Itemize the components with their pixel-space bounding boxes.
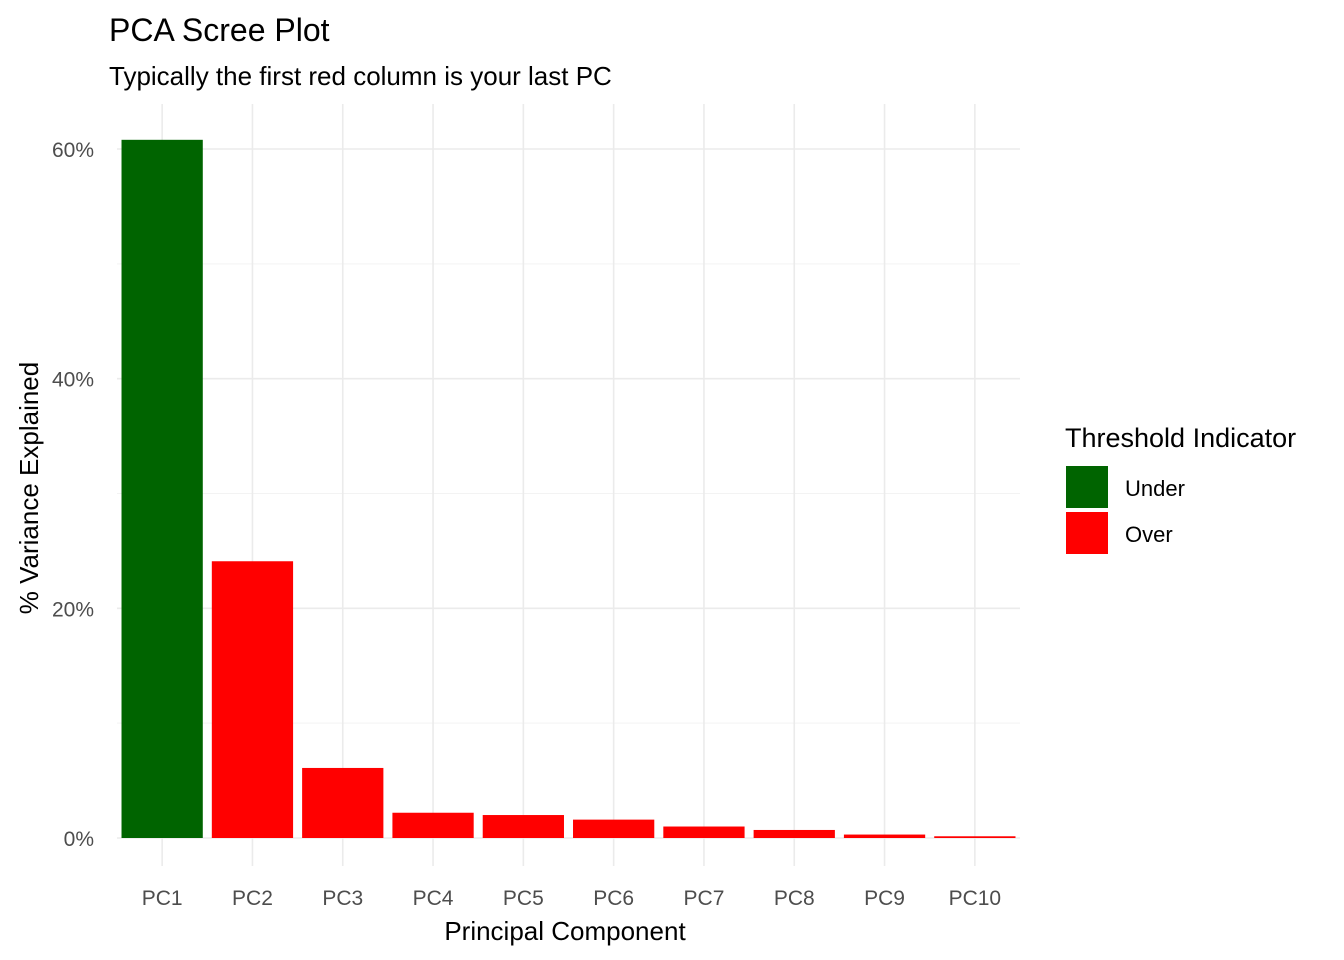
y-axis-ticks: 0% 20% 40% 60% [52,139,94,851]
bar-pc7 [663,826,745,838]
x-tick-label: PC10 [949,887,1002,910]
y-tick-label: 60% [52,139,94,162]
legend-key-over [1066,512,1108,554]
bar-pc6 [573,819,655,838]
legend-label-under: Under [1125,476,1185,501]
x-tick-label: PC3 [322,887,363,910]
x-tick-label: PC5 [503,887,544,910]
chart-title: PCA Scree Plot [109,12,330,48]
bar-pc2 [211,561,294,838]
legend-entries: Under Over [1066,466,1185,554]
bar-pc8 [753,829,835,838]
bar-pc1 [121,139,203,838]
x-tick-label: PC4 [413,887,454,910]
x-tick-label: PC7 [684,887,725,910]
x-tick-label: PC1 [142,887,183,910]
legend-label-over: Over [1125,522,1173,547]
bar-pc3 [302,767,384,838]
x-tick-label: PC2 [232,887,273,910]
y-tick-label: 20% [52,598,94,621]
bar-pc4 [392,812,474,838]
y-tick-label: 40% [52,369,94,392]
x-tick-label: PC6 [593,887,634,910]
bar-pc10 [934,836,1016,838]
x-tick-label: PC9 [864,887,905,910]
bar-pc5 [482,815,564,838]
chart-subtitle: Typically the first red column is your l… [109,61,612,91]
x-axis-ticks: PC1 PC2 PC3 PC4 PC5 PC6 PC7 PC8 PC9 PC10 [142,887,1001,910]
y-axis-title: % Variance Explained [14,362,44,614]
y-tick-label: 0% [64,828,94,851]
legend-key-under [1066,466,1108,508]
grid [117,104,1020,866]
legend-title: Threshold Indicator [1065,423,1296,453]
bars [121,139,1016,838]
legend: Threshold Indicator Under Over [1065,423,1296,554]
bar-pc9 [843,834,926,838]
x-tick-label: PC8 [774,887,815,910]
x-axis-title: Principal Component [444,916,686,946]
